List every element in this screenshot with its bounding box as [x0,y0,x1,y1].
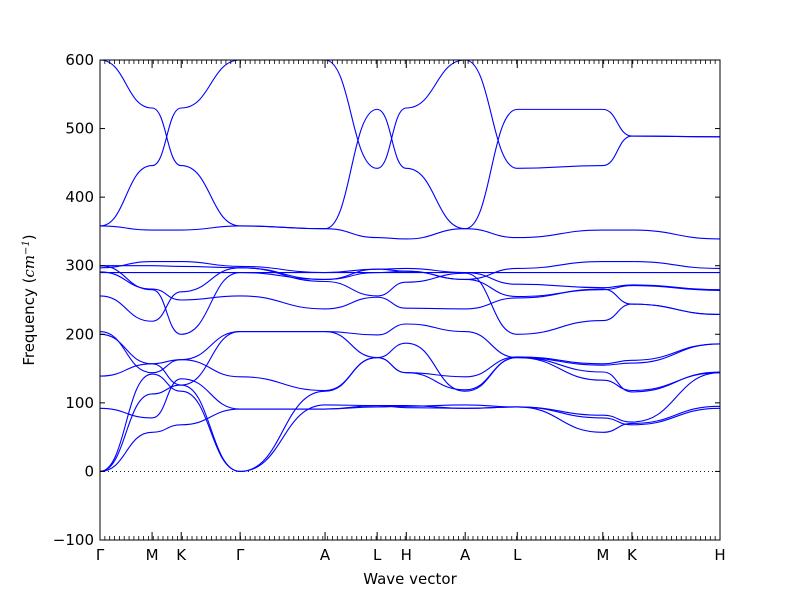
phonon-branch-10 [99,265,721,335]
y-axis-label-close: ) [20,234,38,240]
y-tick-label: 100 [65,394,94,412]
phonon-branch-16 [99,59,721,230]
x-tick-label: A [320,546,331,564]
phonon-branch-8 [99,267,721,335]
x-tick-label: K [176,546,187,564]
y-tick-label: 200 [65,325,94,343]
plot-frame [99,59,721,541]
y-tick-label: −100 [53,531,94,549]
y-axis-label-unit: cm [20,255,38,278]
x-tick-label: H [401,546,412,564]
y-tick-label: 0 [84,462,94,480]
phonon-branch-7 [99,323,721,386]
x-tick-label: M [146,546,159,564]
phonon-branch-15 [99,59,721,227]
phonon-branch-2 [99,384,721,472]
x-axis-label: Wave vector [363,570,457,588]
x-tick-label: L [373,546,382,564]
x-tick-label: A [460,546,471,564]
phonon-branch-14 [99,225,721,240]
phonon-branch-1 [99,404,721,472]
phonon-branch-6 [99,330,721,378]
y-tick-label: 300 [65,257,94,275]
phonon-branch-4 [99,372,721,423]
y-tick-label: 500 [65,120,94,138]
phonon-branch-11 [99,261,721,291]
x-tick-label: M [596,546,609,564]
y-tick-label: 600 [65,51,94,69]
series-layer [99,59,721,472]
x-tick-label: H [714,546,725,564]
x-tick-label: Γ [96,546,105,564]
y-tick-label: 400 [65,188,94,206]
phonon-branch-13 [100,261,721,280]
phonon-branch-9 [99,271,721,315]
x-tick-label: Γ [236,546,245,564]
y-axis-label: Frequency (cm−1) [20,234,38,365]
x-tick-label: K [627,546,638,564]
y-axis-label-text: Frequency ( [20,278,38,366]
y-axis-label-exponent: −1 [21,240,32,255]
x-tick-label: L [513,546,522,564]
phonon-branch-3 [99,342,721,472]
